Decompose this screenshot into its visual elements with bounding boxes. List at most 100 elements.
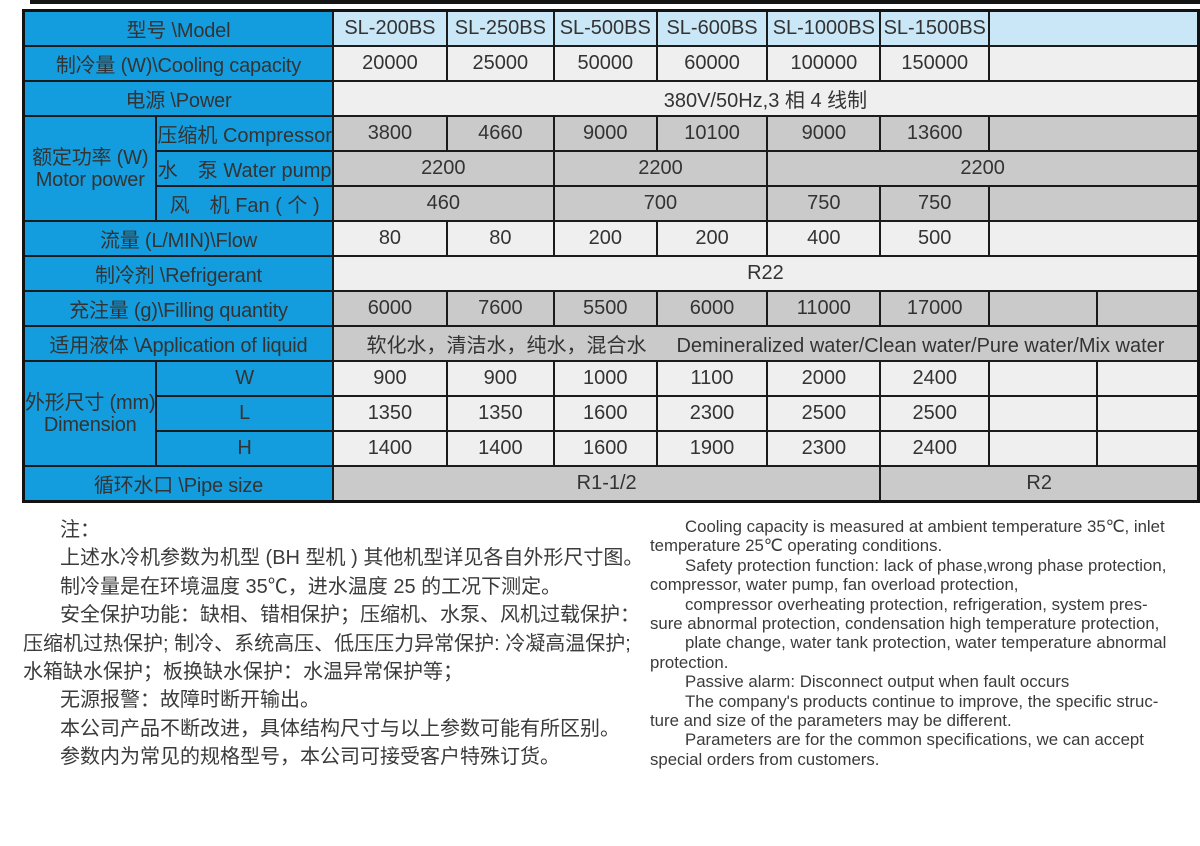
note-line: sure abnormal protection, condensation h… (650, 614, 1160, 634)
row-power: 电源 \Power 380V/50Hz,3 相 4 线制 (22, 80, 1200, 117)
motor-power-label: 额定功率 (W) Motor power (22, 115, 158, 222)
row-filling-quantity: 充注量 (g)\Filling quantity 6000 7600 5500 … (22, 290, 1200, 327)
dimension-l-value: 1350 (331, 395, 448, 432)
dimension-w-value: 900 (445, 360, 555, 397)
compressor-value: 9000 (552, 115, 658, 152)
empty-cell (988, 360, 1099, 397)
note-line: temperature 25℃ operating conditions. (650, 536, 943, 556)
filling-label: 充注量 (g)\Filling quantity (22, 290, 334, 327)
cooling-label: 制冷量 (W)\Cooling capacity (22, 45, 334, 82)
dimension-w-value: 1100 (655, 360, 769, 397)
flow-value: 200 (552, 220, 658, 257)
cooling-value: 100000 (766, 45, 882, 82)
dimension-l-value: 2300 (655, 395, 769, 432)
fan-value: 460 (331, 185, 555, 222)
notes-chinese: 注： 上述水冷机参数为机型 (BH 型机 ) 其他机型详见各自外形尺寸图。 制冷… (23, 516, 663, 772)
filling-value: 5500 (552, 290, 658, 327)
model-value: SL-600BS (655, 9, 769, 47)
refrigerant-label: 制冷剂 \Refrigerant (22, 255, 334, 292)
empty-cell (1096, 430, 1200, 467)
note-line: Passive alarm: Disconnect output when fa… (685, 672, 1070, 692)
liquid-value-zh: 软化水，清洁水，纯水，混合水 (366, 335, 647, 357)
row-cooling-capacity: 制冷量 (W)\Cooling capacity 20000 25000 500… (22, 45, 1200, 82)
water-pump-value: 2200 (552, 150, 769, 187)
water-pump-value: 2200 (766, 150, 1200, 187)
dimension-l-value: 2500 (766, 395, 882, 432)
filling-value: 11000 (766, 290, 882, 327)
dimension-w-value: 900 (331, 360, 448, 397)
dimension-h-value: 1400 (331, 430, 448, 467)
note-line: 注： (60, 519, 100, 541)
compressor-value: 9000 (766, 115, 882, 152)
note-line: ture and size of the parameters may be d… (650, 711, 1012, 731)
empty-cell (1096, 395, 1200, 432)
filling-value: 6000 (331, 290, 448, 327)
compressor-value: 13600 (879, 115, 991, 152)
empty-cell (1096, 360, 1200, 397)
notes-english: Cooling capacity is measured at ambient … (650, 517, 1195, 769)
row-water-pump: 水 泵 Water pump 2200 2200 2200 (24, 150, 1200, 187)
model-value: SL-1500BS (879, 9, 991, 47)
cooling-value: 60000 (655, 45, 769, 82)
water-pump-value: 2200 (331, 150, 555, 187)
pipe-value-right: R2 (879, 465, 1200, 503)
empty-cell (1096, 290, 1200, 327)
row-refrigerant: 制冷剂 \Refrigerant R22 (22, 255, 1200, 292)
filling-value: 6000 (655, 290, 769, 327)
row-dimension-h: H 1400 1400 1600 1900 2300 2400 (24, 430, 1200, 467)
dimension-h-value: 1400 (445, 430, 555, 467)
flow-label: 流量 (L/MIN)\Flow (22, 220, 334, 257)
empty-cell (988, 220, 1200, 257)
dimension-h-value: 1600 (552, 430, 658, 467)
refrigerant-value: R22 (331, 255, 1200, 292)
liquid-value: 软化水，清洁水，纯水，混合水 Demineralized water/Clean … (331, 325, 1200, 362)
note-line: protection. (650, 652, 729, 672)
flow-value: 80 (331, 220, 448, 257)
note-line: Safety protection function: lack of phas… (685, 555, 1167, 575)
model-value: SL-500BS (552, 9, 658, 47)
note-line: 参数内为常见的规格型号，本公司可接受客户特殊订货。 (60, 746, 560, 769)
note-line: Parameters are for the common specificat… (685, 730, 1144, 750)
fan-value: 700 (552, 185, 769, 222)
note-line: special orders from customers. (650, 749, 880, 769)
row-application-of-liquid: 适用液体 \Application of liquid 软化水，清洁水，纯水，混… (22, 325, 1200, 362)
note-line: 压缩机过热保护; 制冷、系统高压、低压压力异常保护: 冷凝高温保护; (23, 632, 631, 655)
dimension-w-sublabel: W (155, 360, 334, 397)
pipe-label: 循环水口 \Pipe size (22, 465, 334, 503)
filling-value: 17000 (879, 290, 991, 327)
top-rule (30, 0, 1200, 4)
empty-cell (988, 185, 1200, 222)
note-line: The company's products continue to impro… (685, 691, 1159, 711)
power-value: 380V/50Hz,3 相 4 线制 (331, 80, 1200, 117)
cooling-value: 25000 (445, 45, 555, 82)
compressor-value: 4660 (445, 115, 555, 152)
dimension-w-value: 2000 (766, 360, 882, 397)
model-value: SL-200BS (331, 9, 448, 47)
label-line: Dimension (43, 413, 137, 436)
fan-sublabel: 风 机 Fan ( 个 ) (155, 185, 334, 222)
dimension-h-value: 2300 (766, 430, 882, 467)
flow-value: 200 (655, 220, 769, 257)
flow-value: 500 (879, 220, 991, 257)
flow-value: 400 (766, 220, 882, 257)
dimension-w-value: 1000 (552, 360, 658, 397)
note-line: compressor, water pump, fan overload pro… (650, 575, 1019, 595)
dimension-w-value: 2400 (879, 360, 991, 397)
row-dimension-l: L 1350 1350 1600 2300 2500 2500 (24, 395, 1200, 432)
empty-cell (988, 395, 1099, 432)
filling-value: 7600 (445, 290, 555, 327)
cooling-value: 20000 (331, 45, 448, 82)
flow-value: 80 (445, 220, 555, 257)
dimension-l-sublabel: L (155, 395, 334, 432)
note-line: plate change, water tank protection, wat… (685, 633, 1167, 653)
cooling-value: 50000 (552, 45, 658, 82)
fan-value: 750 (766, 185, 882, 222)
dimension-l-value: 2500 (879, 395, 991, 432)
empty-cell (988, 9, 1200, 47)
row-pipe-size: 循环水口 \Pipe size R1-1/2 R2 (22, 465, 1200, 503)
water-pump-sublabel: 水 泵 Water pump (155, 150, 334, 187)
empty-cell (988, 290, 1099, 327)
dimension-h-value: 2400 (879, 430, 991, 467)
empty-cell (988, 115, 1200, 152)
note-line: Cooling capacity is measured at ambient … (685, 517, 1165, 536)
